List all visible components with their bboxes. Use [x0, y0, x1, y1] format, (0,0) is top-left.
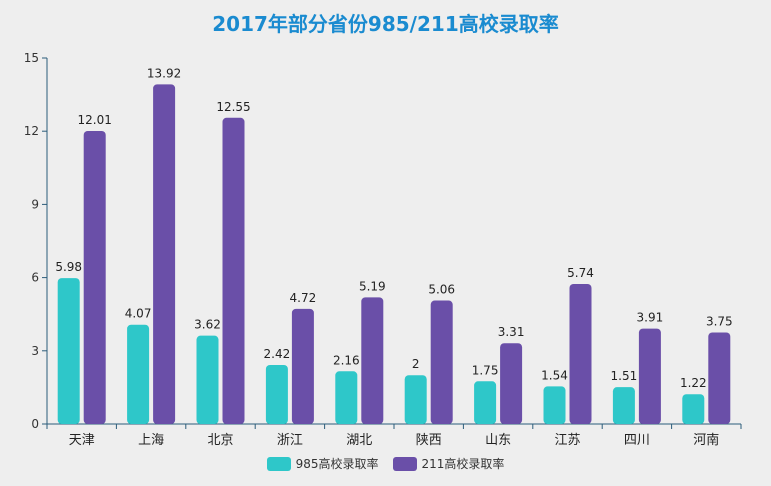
bar-211: [638, 328, 661, 424]
data-label: 1.51: [611, 369, 638, 383]
data-label: 5.74: [567, 266, 594, 280]
bar-985: [404, 375, 427, 424]
y-tick-label: 3: [31, 344, 39, 358]
x-category-label: 河南: [693, 432, 719, 448]
y-tick-label: 0: [31, 417, 39, 431]
data-label: 5.19: [359, 279, 386, 293]
data-label: 13.92: [147, 66, 181, 80]
data-label: 1.54: [541, 368, 568, 382]
bar-211: [222, 117, 245, 424]
x-category-label: 四川: [624, 433, 650, 448]
bar-985: [196, 335, 219, 424]
x-category-label: 上海: [138, 433, 164, 448]
y-axis: 0 3 6 9 12 15: [24, 51, 48, 431]
data-label: 2.16: [333, 353, 360, 367]
legend: 985高校录取率 211高校录取率: [0, 455, 771, 472]
legend-swatch-211: [392, 456, 417, 471]
bar-985: [612, 387, 635, 424]
legend-item-211[interactable]: 211高校录取率: [392, 455, 505, 472]
y-tick-label: 6: [31, 271, 39, 285]
x-category-label: 天津: [69, 433, 95, 448]
y-tick-label: 9: [31, 197, 39, 211]
bar-211: [153, 84, 176, 425]
bar-211: [291, 308, 314, 424]
y-tick-label: 12: [24, 124, 39, 138]
chart-title: 2017年部分省份985/211高校录取率: [212, 12, 559, 36]
legend-label-985: 985高校录取率: [295, 457, 379, 471]
legend-swatch-985: [266, 456, 291, 471]
bar-985: [265, 364, 288, 424]
data-label: 12.55: [216, 100, 250, 114]
data-label: 4.72: [290, 291, 317, 305]
data-label: 2: [412, 357, 420, 371]
data-label: 2.42: [264, 347, 291, 361]
x-category-label: 陕西: [416, 433, 442, 448]
data-label: 1.22: [680, 376, 707, 390]
bar-985: [474, 381, 497, 424]
legend-label-211: 211高校录取率: [421, 457, 505, 471]
x-category-label: 浙江: [277, 433, 303, 448]
data-label: 5.98: [55, 260, 82, 274]
data-label: 5.06: [428, 283, 455, 297]
bar-985: [682, 394, 705, 424]
bar-985: [57, 278, 80, 424]
data-label: 1.75: [472, 363, 499, 377]
data-label: 3.31: [498, 325, 525, 339]
bar-985: [335, 371, 358, 424]
data-label: 12.01: [78, 113, 112, 127]
bar-211: [430, 300, 453, 424]
x-category-label: 江苏: [554, 432, 580, 448]
data-label: 4.07: [125, 307, 152, 321]
legend-item-985[interactable]: 985高校录取率: [266, 455, 379, 472]
data-label: 3.91: [637, 311, 664, 325]
bar-211: [708, 332, 731, 424]
bar-211: [83, 130, 106, 424]
bar-211: [361, 297, 384, 424]
bar-985: [543, 386, 566, 424]
x-category-label: 湖北: [346, 433, 372, 448]
data-label: 3.75: [706, 315, 733, 329]
data-labels: 5.98 4.07 3.62 2.42 2.16 2 1.75 1.54 1.51 1.22 12.…: [55, 66, 732, 390]
x-category-label: 山东: [485, 433, 511, 448]
x-axis: 天津 上海 北京 浙江 湖北 陕西 山东 江苏 四川 河南: [46, 423, 742, 448]
bar-985: [127, 324, 150, 424]
bar-211: [569, 283, 592, 424]
bar-211: [500, 343, 523, 424]
x-category-label: 北京: [207, 433, 233, 448]
bars: [57, 84, 731, 425]
data-label: 3.62: [194, 318, 221, 332]
y-tick-label: 15: [24, 51, 39, 65]
